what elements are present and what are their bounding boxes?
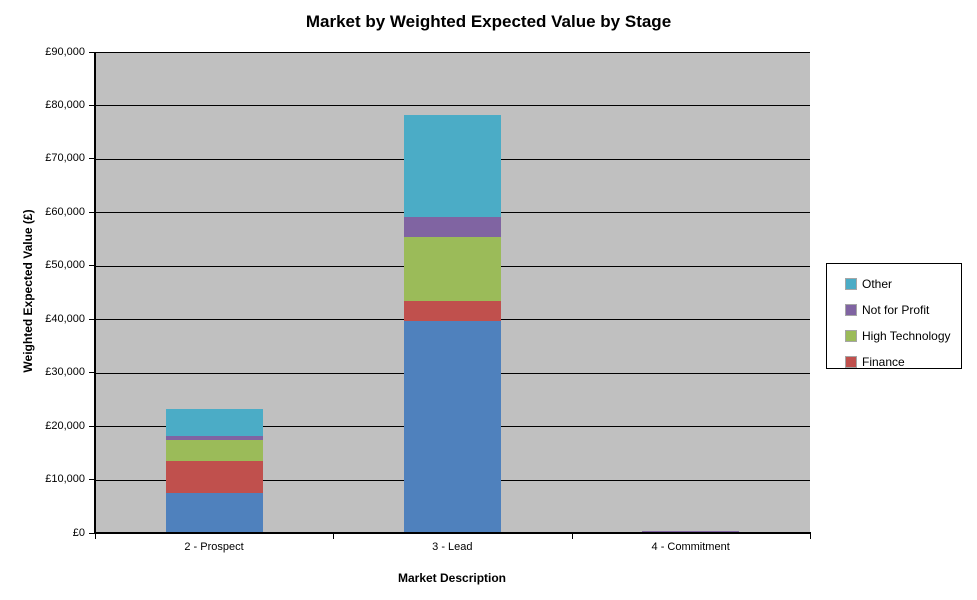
x-axis-title: Market Description — [397, 571, 507, 585]
bar-segment-other — [404, 114, 501, 217]
gridline — [95, 105, 810, 107]
y-tick-label: £60,000 — [45, 205, 85, 218]
bar-segment-not-for-profit — [642, 531, 740, 533]
y-tick-label: £80,000 — [45, 98, 85, 111]
y-axis-line — [94, 52, 96, 534]
y-tick-label: £50,000 — [45, 259, 85, 272]
legend-swatch-icon — [845, 356, 857, 368]
y-tick-label: £70,000 — [45, 152, 85, 165]
y-tick-label: £90,000 — [45, 45, 85, 58]
y-tick-label: £10,000 — [45, 473, 85, 486]
bar-segment-high-technology — [165, 440, 263, 461]
legend-item-high-technology: High Technology — [827, 323, 961, 349]
bar-segment-other — [165, 408, 263, 436]
legend-label: Other — [862, 277, 893, 291]
legend-label: Not for Profit — [862, 303, 930, 317]
bar-segment-high-technology — [404, 237, 501, 301]
legend-item-not-for-profit: Not for Profit — [827, 297, 961, 323]
y-tick — [89, 265, 94, 267]
y-tick-label: £20,000 — [45, 419, 85, 432]
y-tick — [89, 479, 94, 481]
x-tick — [95, 534, 96, 539]
y-tick — [89, 211, 94, 213]
y-tick — [89, 104, 94, 106]
bar-segment-not-for-profit — [404, 216, 501, 238]
bar-segment-finance — [404, 300, 501, 322]
y-tick — [89, 51, 94, 53]
bar-segment-unlabeled — [404, 321, 501, 533]
legend-swatch-icon — [845, 330, 857, 342]
bar-segment-finance — [165, 460, 263, 493]
x-category-label: 4 - Commitment — [651, 541, 730, 553]
y-tick — [89, 372, 94, 374]
legend-swatch-icon — [845, 278, 857, 290]
x-tick — [571, 534, 573, 539]
y-tick — [89, 425, 94, 427]
legend-item-other: Other — [827, 271, 961, 297]
bar-segment-not-for-profit — [165, 436, 263, 441]
legend-swatch-icon — [845, 304, 857, 316]
legend: Other Not for Profit High Technology Financ… — [826, 263, 962, 369]
y-tick-label: £30,000 — [45, 366, 85, 379]
chart-title: Market by Weighted Expected Value by Sta… — [305, 12, 672, 31]
y-axis-title: Weighted Expected Value (£) — [21, 209, 35, 373]
x-axis-line — [94, 532, 811, 534]
x-category-label: 2 - Prospect — [184, 541, 244, 553]
x-tick — [333, 534, 335, 539]
plot-area — [95, 52, 810, 533]
legend-item-finance: Finance — [827, 349, 961, 375]
x-tick — [810, 534, 811, 539]
y-tick — [89, 158, 94, 160]
y-tick-label: £0 — [72, 526, 85, 539]
y-tick-label: £40,000 — [45, 312, 85, 325]
bar-segment-unlabeled — [165, 492, 263, 533]
legend-label: High Technology — [862, 329, 951, 343]
x-category-label: 3 - Lead — [432, 541, 473, 553]
legend-label: Finance — [862, 355, 905, 369]
y-tick — [89, 318, 94, 320]
y-tick — [89, 532, 94, 534]
gridline — [95, 52, 810, 53]
